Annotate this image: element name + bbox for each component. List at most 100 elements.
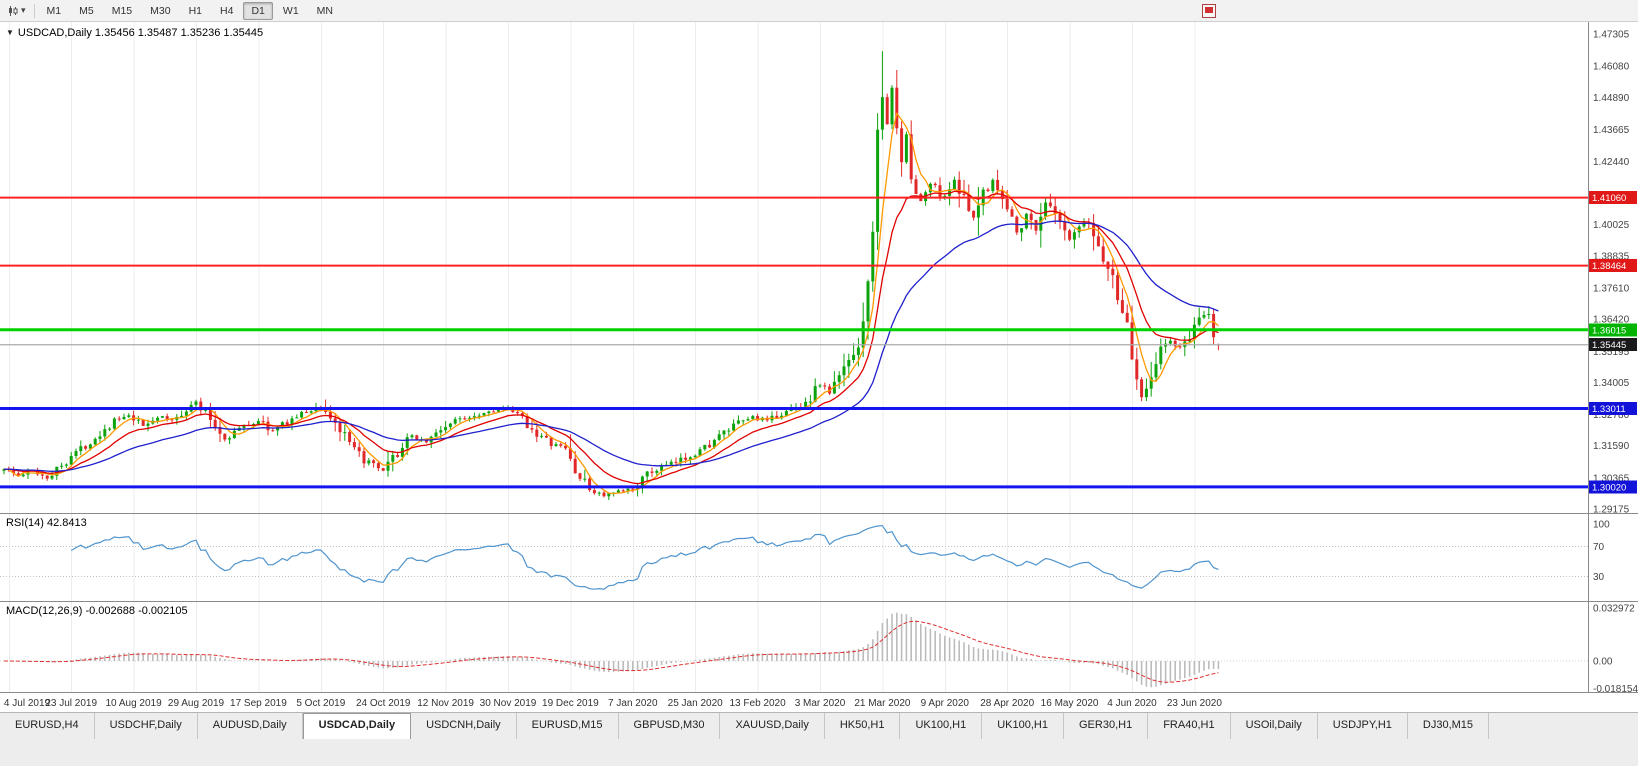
symbol-tab-uk100-h1-10[interactable]: UK100,H1 xyxy=(982,713,1064,739)
timeframe-toolbar: ▾ M1 M5 M15 M30 H1 H4 D1 W1 MN xyxy=(0,0,1638,22)
symbol-tab-uk100-h1-9[interactable]: UK100,H1 xyxy=(900,713,983,739)
svg-text:30 Nov 2019: 30 Nov 2019 xyxy=(480,698,537,709)
svg-text:1.34005: 1.34005 xyxy=(1593,378,1630,389)
svg-text:1.33011: 1.33011 xyxy=(1592,404,1626,415)
timeframe-buttons: M1 M5 M15 M30 H1 H4 D1 W1 MN xyxy=(38,1,342,20)
collapse-arrow-icon[interactable]: ▼ xyxy=(6,28,14,37)
chart-area: 4 Jul 2019 23 Jul 2019 10 Aug 2019 29 Aug 2… xyxy=(0,22,1638,712)
svg-text:1.38464: 1.38464 xyxy=(1592,261,1626,272)
svg-text:7 Jan 2020: 7 Jan 2020 xyxy=(608,698,658,709)
svg-text:4 Jun 2020: 4 Jun 2020 xyxy=(1107,698,1157,709)
timeframe-button-w1[interactable]: W1 xyxy=(275,2,307,20)
time-axis[interactable] xyxy=(0,693,1588,712)
svg-text:25 Jan 2020: 25 Jan 2020 xyxy=(668,698,723,709)
chart-title-text: USDCAD,Daily 1.35456 1.35487 1.35236 1.3… xyxy=(17,27,264,39)
symbol-tab-hk50-h1-8[interactable]: HK50,H1 xyxy=(825,713,901,739)
svg-text:1.31590: 1.31590 xyxy=(1593,441,1630,452)
svg-text:19 Dec 2019: 19 Dec 2019 xyxy=(542,698,599,709)
svg-text:1.36420: 1.36420 xyxy=(1593,315,1630,326)
toolbar-misc-icon[interactable] xyxy=(1202,4,1216,18)
symbol-tab-fra40-h1-12[interactable]: FRA40,H1 xyxy=(1148,713,1231,739)
svg-text:1.29175: 1.29175 xyxy=(1593,505,1630,516)
symbol-tab-eurusd-m15-5[interactable]: EURUSD,M15 xyxy=(517,713,619,739)
svg-text:24 Oct 2019: 24 Oct 2019 xyxy=(356,698,411,709)
svg-text:1.36015: 1.36015 xyxy=(1592,325,1626,336)
chart-type-dropdown[interactable]: ▾ xyxy=(2,3,31,19)
symbol-tab-usdjpy-h1-14[interactable]: USDJPY,H1 xyxy=(1318,713,1408,739)
price-axis-labels: 1.47305 1.46080 1.44890 1.43665 1.42440 1.400… xyxy=(1593,30,1630,516)
svg-text:12 Nov 2019: 12 Nov 2019 xyxy=(417,698,474,709)
timeframe-button-m5[interactable]: M5 xyxy=(71,2,102,20)
candlestick-chart-icon xyxy=(9,5,18,16)
chart-title: ▼ USDCAD,Daily 1.35456 1.35487 1.35236 1.… xyxy=(6,27,263,39)
chevron-down-icon: ▾ xyxy=(21,5,26,15)
ma-line xyxy=(3,190,1219,485)
ma-line xyxy=(3,220,1219,473)
symbol-tab-xauusd-daily-7[interactable]: XAUUSD,Daily xyxy=(720,713,825,739)
svg-text:1.41060: 1.41060 xyxy=(1592,193,1626,204)
svg-text:1.43665: 1.43665 xyxy=(1593,125,1630,136)
grid-layer xyxy=(8,22,1196,692)
svg-text:1.35445: 1.35445 xyxy=(1592,340,1626,351)
symbol-tab-eurusd-h4-0[interactable]: EURUSD,H4 xyxy=(0,713,95,739)
symbol-tab-dj30-m15-15[interactable]: DJ30,M15 xyxy=(1408,713,1490,739)
svg-text:13 Feb 2020: 13 Feb 2020 xyxy=(730,698,787,709)
timeframe-button-m30[interactable]: M30 xyxy=(142,2,178,20)
symbol-tab-audusd-daily-2[interactable]: AUDUSD,Daily xyxy=(198,713,303,739)
svg-text:23 Jul 2019: 23 Jul 2019 xyxy=(45,698,97,709)
timeframe-button-mn[interactable]: MN xyxy=(309,2,341,20)
svg-text:1.42440: 1.42440 xyxy=(1593,157,1630,168)
macd-title: MACD(12,26,9) -0.002688 -0.002105 xyxy=(6,605,188,617)
level-lines[interactable] xyxy=(0,196,1588,489)
symbol-tab-ger30-h1-11[interactable]: GER30,H1 xyxy=(1064,713,1149,739)
svg-text:100: 100 xyxy=(1593,520,1610,531)
svg-text:1.30365: 1.30365 xyxy=(1593,473,1630,484)
svg-text:1.40025: 1.40025 xyxy=(1593,220,1630,231)
svg-text:28 Apr 2020: 28 Apr 2020 xyxy=(980,698,1034,709)
timeframe-button-d1[interactable]: D1 xyxy=(243,1,273,20)
svg-text:21 Mar 2020: 21 Mar 2020 xyxy=(854,698,911,709)
svg-text:30: 30 xyxy=(1593,572,1605,583)
svg-text:1.47305: 1.47305 xyxy=(1593,30,1630,41)
svg-text:-0.018154: -0.018154 xyxy=(1593,684,1638,695)
svg-text:23 Jun 2020: 23 Jun 2020 xyxy=(1167,698,1222,709)
candles-layer xyxy=(2,51,1220,500)
svg-text:3 Mar 2020: 3 Mar 2020 xyxy=(795,698,846,709)
svg-text:1.44890: 1.44890 xyxy=(1593,93,1630,104)
window-filler xyxy=(0,739,1638,766)
svg-text:1.46080: 1.46080 xyxy=(1593,62,1630,73)
svg-text:1.38835: 1.38835 xyxy=(1593,251,1630,262)
svg-text:70: 70 xyxy=(1593,542,1605,553)
symbol-tabbar: EURUSD,H4 USDCHF,Daily AUDUSD,Daily USDCAD,… xyxy=(0,712,1638,739)
timeframe-button-m1[interactable]: M1 xyxy=(39,2,70,20)
ma-line xyxy=(3,111,1219,495)
svg-text:1.30020: 1.30020 xyxy=(1592,482,1626,493)
price-axis[interactable] xyxy=(1588,22,1638,692)
toolbar-separator xyxy=(33,3,35,18)
svg-text:10 Aug 2019: 10 Aug 2019 xyxy=(106,698,163,709)
timeframe-button-h1[interactable]: H1 xyxy=(181,2,210,20)
svg-text:0.00: 0.00 xyxy=(1593,657,1613,668)
symbol-tab-gbpusd-m30-6[interactable]: GBPUSD,M30 xyxy=(619,713,721,739)
price-tags: 1.41060 1.38464 1.36015 1.35445 1.33011 1.300… xyxy=(1589,191,1637,494)
timeframe-button-m15[interactable]: M15 xyxy=(104,2,140,20)
rsi-panel: 100 70 30 xyxy=(0,520,1610,590)
macd-panel: 0.032972 0.00 -0.018154 xyxy=(0,604,1638,695)
svg-text:1.35195: 1.35195 xyxy=(1593,347,1630,358)
svg-text:4 Jul 2019: 4 Jul 2019 xyxy=(4,698,51,709)
svg-text:9 Apr 2020: 9 Apr 2020 xyxy=(921,698,970,709)
svg-text:5 Oct 2019: 5 Oct 2019 xyxy=(296,698,345,709)
timeframe-button-h4[interactable]: H4 xyxy=(212,2,241,20)
svg-text:1.32780: 1.32780 xyxy=(1593,410,1630,421)
symbol-tab-usdcad-daily-3[interactable]: USDCAD,Daily xyxy=(302,713,412,739)
symbol-tab-usoil-daily-13[interactable]: USOil,Daily xyxy=(1231,713,1318,739)
symbol-tab-usdcnh-daily-4[interactable]: USDCNH,Daily xyxy=(411,713,517,739)
svg-text:16 May 2020: 16 May 2020 xyxy=(1041,698,1099,709)
svg-text:0.032972: 0.032972 xyxy=(1593,604,1635,615)
svg-text:29 Aug 2019: 29 Aug 2019 xyxy=(168,698,225,709)
symbol-tab-usdchf-daily-1[interactable]: USDCHF,Daily xyxy=(95,713,198,739)
rsi-title: RSI(14) 42.8413 xyxy=(6,517,87,529)
svg-text:17 Sep 2019: 17 Sep 2019 xyxy=(230,698,287,709)
